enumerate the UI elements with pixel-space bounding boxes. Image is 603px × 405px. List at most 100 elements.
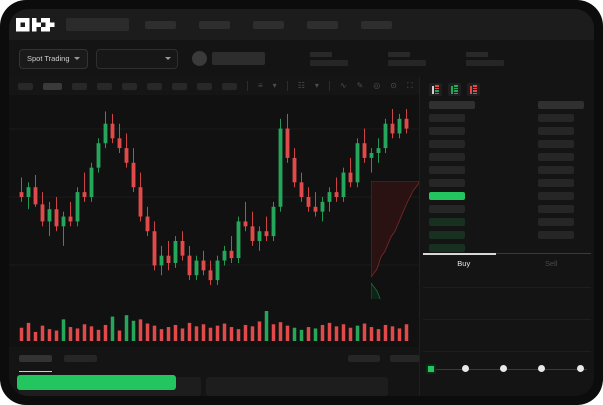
form-field-divider-1	[423, 287, 591, 288]
order-book-bid-row[interactable]	[429, 231, 465, 239]
amount-slider-track[interactable]	[428, 369, 587, 370]
order-book-right-row[interactable]	[538, 192, 574, 200]
volume-svg	[19, 311, 409, 341]
order-book-left-column	[429, 101, 475, 252]
chart-toolbar: ≡ ▾ ☷ ▾ ∿ ✎ ◎ ⊙ ⛶	[9, 77, 419, 95]
nav-item-2[interactable]	[199, 20, 230, 29]
bottom-content-block-2	[206, 377, 388, 396]
fullscreen-icon[interactable]: ⛶	[406, 81, 413, 90]
nav-item-4[interactable]	[307, 20, 338, 29]
toolbar-divider	[247, 81, 248, 91]
order-book-header-row	[538, 101, 584, 109]
candlestick-svg	[9, 109, 419, 285]
timeframe-button-9[interactable]	[222, 82, 237, 90]
toolbar-divider	[328, 81, 330, 91]
form-field-divider-2	[423, 319, 591, 320]
magnet-icon[interactable]: ◎	[373, 81, 381, 90]
order-book-right-row[interactable]	[538, 166, 574, 174]
nav-item-1[interactable]	[145, 20, 176, 29]
timeframe-button-8[interactable]	[197, 82, 212, 90]
stat-label	[309, 51, 332, 57]
order-book-right-column	[538, 101, 584, 239]
order-book-ask-row[interactable]	[429, 166, 465, 174]
stat-label	[465, 51, 488, 57]
order-book-view-modes	[420, 77, 594, 96]
compare-caret-icon[interactable]: ▾	[314, 81, 319, 90]
bottom-action-2[interactable]	[390, 355, 422, 362]
alert-icon[interactable]: ⊙	[390, 81, 397, 90]
order-book-ask-row[interactable]	[429, 127, 465, 135]
form-field-divider-3	[423, 351, 591, 352]
order-book-bid-row[interactable]	[429, 205, 465, 213]
timeframe-button-4[interactable]	[97, 82, 112, 90]
timeframe-button-7[interactable]	[172, 82, 187, 90]
trading-pair-select[interactable]	[95, 48, 178, 69]
nav-search-box[interactable]	[66, 18, 129, 31]
order-book-right-row[interactable]	[538, 218, 574, 226]
market-sub-header: Spot Trading	[9, 40, 594, 77]
amount-slider-handle[interactable]	[426, 364, 436, 374]
order-book-mode-both-icon[interactable]	[429, 83, 442, 96]
toolbar-divider	[286, 81, 288, 91]
pencil-icon[interactable]: ✎	[356, 81, 364, 90]
order-book-ask-row[interactable]	[429, 153, 465, 161]
chevron-down-icon	[164, 57, 171, 60]
stat-value	[309, 59, 348, 66]
chart-type-caret-icon[interactable]: ▾	[272, 81, 277, 90]
bottom-tab-open-orders[interactable]	[19, 355, 52, 362]
amount-slider-step-75[interactable]	[538, 365, 545, 372]
order-book-header-row	[429, 101, 475, 109]
tab-buy[interactable]: Buy	[457, 259, 471, 268]
order-book-right-row[interactable]	[538, 114, 574, 122]
order-book-ask-row[interactable]	[429, 140, 465, 148]
order-book-bid-row[interactable]	[429, 244, 465, 252]
bottom-action-1[interactable]	[348, 355, 380, 362]
order-book-mode-bids-icon[interactable]	[448, 83, 461, 96]
order-book-right-row[interactable]	[538, 153, 574, 161]
stat-value	[465, 59, 504, 66]
tab-sell[interactable]: Sell	[544, 259, 558, 268]
nav-item-5[interactable]	[361, 20, 392, 29]
ticker-stat-3	[465, 51, 504, 66]
volume-histogram	[9, 299, 419, 347]
line-chart-icon[interactable]: ∿	[339, 81, 347, 90]
order-book-ask-row[interactable]	[429, 114, 465, 122]
amount-slider-step-50[interactable]	[500, 365, 507, 372]
timeframe-button-3[interactable]	[72, 82, 87, 90]
indicator-icon[interactable]: ≡	[258, 81, 263, 90]
order-book-right-row[interactable]	[538, 179, 574, 187]
amount-slider-step-100[interactable]	[577, 365, 584, 372]
ticker-stat-2	[387, 51, 426, 66]
coin-avatar	[191, 51, 207, 66]
order-book-rows[interactable]	[420, 101, 594, 261]
timeframe-button-6[interactable]	[147, 82, 162, 90]
market-type-label: Spot Trading	[27, 54, 70, 63]
order-book-right-row[interactable]	[538, 127, 574, 135]
ticker-stats	[309, 51, 504, 66]
timeframe-button-1[interactable]	[18, 82, 33, 90]
top-navigation-bar	[9, 9, 594, 40]
timeframe-button-5[interactable]	[122, 82, 137, 90]
form-top-divider	[423, 253, 591, 254]
order-book-right-row[interactable]	[538, 140, 574, 148]
timeframe-button-2[interactable]	[43, 82, 62, 90]
stat-value	[387, 59, 426, 66]
amount-slider-step-25[interactable]	[462, 365, 469, 372]
order-book-spread-row[interactable]	[429, 192, 465, 200]
okx-logo[interactable]	[16, 17, 55, 32]
order-book-right-row[interactable]	[538, 205, 574, 213]
pair-name	[211, 52, 265, 65]
submit-buy-button[interactable]	[17, 375, 176, 390]
settings-bars-icon[interactable]: ☷	[297, 81, 305, 90]
order-book-right-row[interactable]	[538, 231, 574, 239]
market-type-dropdown[interactable]: Spot Trading	[19, 48, 88, 69]
bottom-tab-order-history[interactable]	[64, 355, 97, 362]
order-book-bid-row[interactable]	[429, 218, 465, 226]
buy-tab-active-indicator	[423, 253, 496, 255]
order-book-mode-asks-icon[interactable]	[467, 83, 480, 96]
order-book-ask-row[interactable]	[429, 179, 465, 187]
candlestick-chart[interactable]	[9, 95, 419, 299]
nav-item-3[interactable]	[253, 20, 284, 29]
buy-sell-tabs: Buy Sell	[420, 259, 594, 268]
